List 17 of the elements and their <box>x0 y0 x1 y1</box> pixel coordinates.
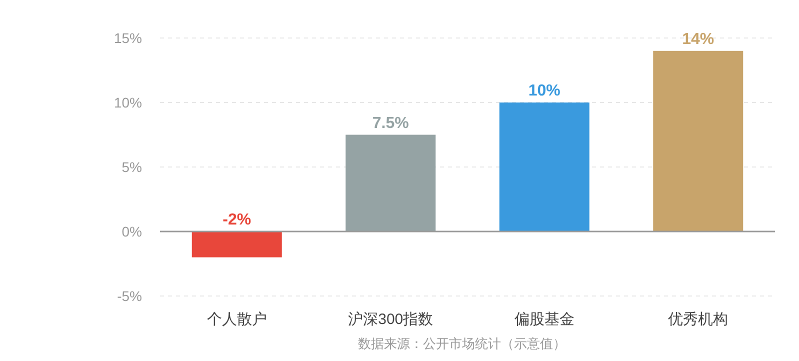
bar <box>192 232 282 258</box>
data-label: 10% <box>528 82 560 100</box>
x-tick-label: 沪深300指数 <box>348 311 434 328</box>
y-tick-label: -5% <box>117 288 142 304</box>
x-tick-label: 优秀机构 <box>668 311 728 328</box>
source-note: 数据来源：公开市场统计（示意值） <box>358 336 566 351</box>
data-label: -2% <box>222 212 252 228</box>
x-tick-label: 个人散户 <box>206 311 267 328</box>
y-tick-label: 10% <box>114 94 142 110</box>
y-tick-label: 15% <box>114 30 142 46</box>
y-tick-label: 5% <box>122 159 142 175</box>
y-tick-label: 0% <box>122 224 142 240</box>
data-label: 7.5% <box>372 114 409 132</box>
bar <box>653 50 744 232</box>
data-label: 14% <box>682 30 714 48</box>
bar <box>499 102 590 232</box>
x-tick-label: 偏股基金 <box>514 311 574 328</box>
